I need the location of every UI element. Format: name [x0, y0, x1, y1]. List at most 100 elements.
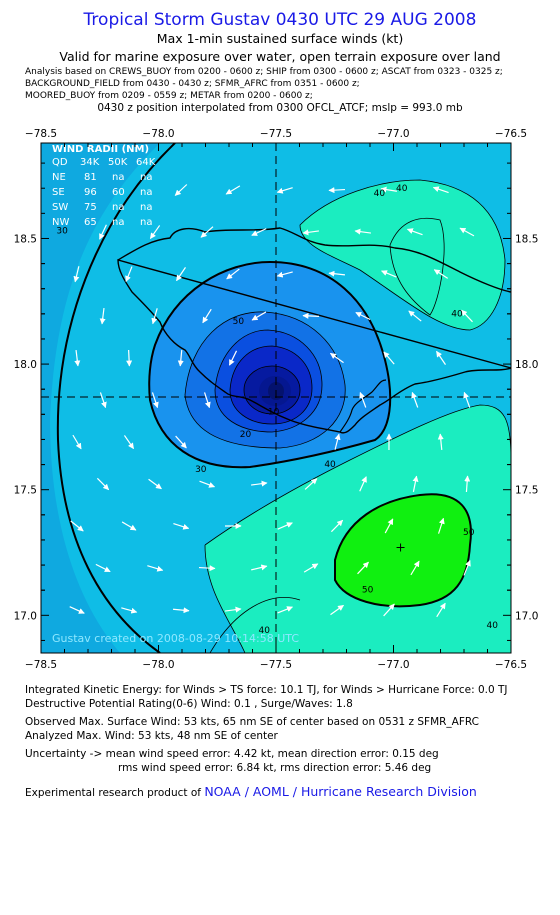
wind-vector-arrow: [411, 391, 419, 408]
wind-vector-arrow: [228, 350, 238, 366]
x-tick-label-bottom: −76.5: [495, 659, 527, 671]
wind-radii-cell: na: [140, 187, 152, 198]
wind-vector-arrow: [302, 229, 320, 236]
wind-vector-arrow: [437, 517, 445, 534]
wind-vector-arrow: [380, 186, 397, 193]
wind-vector-arrow: [276, 271, 293, 278]
wind-radii-cell: SE: [52, 187, 65, 198]
contour-line-20kt: [184, 311, 346, 449]
wind-vector-arrow: [359, 391, 367, 408]
wind-vector-arrow: [459, 227, 475, 237]
y-tick-label-right: 17.0: [515, 610, 538, 622]
x-tick-label-bottom: −78.0: [142, 659, 174, 671]
wind-vector-arrow: [433, 269, 449, 279]
wind-vector-arrow: [464, 475, 471, 493]
wind-vector-arrow: [334, 433, 341, 450]
wind-vector-arrow: [436, 350, 446, 365]
chart-subtitle-winds: Max 1-min sustained surface winds (kt): [156, 31, 404, 46]
wind-vector-arrow: [463, 391, 471, 408]
wind-vector-arrow: [172, 607, 190, 614]
contour-line-5kt: [243, 365, 301, 415]
chart-title: Tropical Storm Gustav 0430 UTC 29 AUG 20…: [83, 10, 477, 30]
wind-radii-cell: na: [140, 172, 152, 183]
axis-tick-labels: −78.5 −78.5 −78.0 −78.0 −77.5 −77.5 −77.0 −77.0…: [14, 128, 539, 671]
wind-vector-arrow: [173, 522, 190, 530]
wind-radii-cell: 75: [84, 202, 97, 213]
contour-label: 30: [56, 226, 68, 236]
wind-vector-arrow: [200, 226, 214, 238]
contour-line-30kt-outer: [56, 143, 176, 653]
wind-vector-arrow: [303, 563, 319, 573]
wind-vector-arrow: [226, 268, 240, 280]
x-tick-label-bottom: −77.0: [377, 659, 409, 671]
contour-fill-50kt: [335, 494, 471, 607]
wind-vector-arrow: [328, 270, 346, 277]
wind-vector-arrow: [177, 349, 184, 367]
wind-vector-arrow: [175, 435, 187, 449]
analysis-line-1: Analysis based on CREWS_BUOY from 0200 -…: [25, 67, 503, 77]
wind-vector-arrow: [176, 267, 186, 282]
wind-vector-arrow: [250, 480, 268, 487]
wind-vector-arrow: [359, 476, 367, 492]
contour-labels: 30 40 40 40 40 40 50 50 50 30 20 10: [56, 189, 498, 636]
wind-radii-cell: SW: [52, 202, 68, 213]
wind-vector-arrow: [202, 308, 212, 324]
y-tick-label-left: 18.5: [14, 233, 37, 245]
destructive-potential-line: Destructive Potential Rating(0-6) Wind: …: [25, 698, 353, 710]
wind-vector-arrow: [461, 309, 473, 323]
contour-fill-40kt-northeast: [300, 180, 505, 330]
wind-vector-arrow: [69, 606, 85, 614]
y-tick-label-right: 18.5: [515, 233, 538, 245]
wind-radii-legend: WIND RADII (NM) QD 34K 50K 64K NE 81 na na SE 96 6…: [52, 144, 156, 228]
contour-fill-low-west: [41, 143, 160, 653]
contour-line-50kt: [334, 493, 472, 608]
contour-label: 20: [240, 430, 252, 440]
wind-vector-arrow: [123, 435, 135, 450]
wind-radii-cell: NE: [52, 172, 66, 183]
contour-label: 40: [259, 626, 271, 636]
wind-radii-header-cell: 64K: [136, 157, 156, 168]
wind-vector-arrow: [383, 603, 395, 617]
x-tick-label-top: −78.0: [142, 128, 174, 140]
analyzed-max-wind-line: Analyzed Max. Wind: 53 kts, 48 nm SE of …: [25, 730, 278, 742]
wind-vector-arrow: [224, 606, 242, 613]
y-tick-label-left: 17.5: [14, 485, 37, 497]
wind-vector-arrow: [121, 607, 138, 614]
y-tick-label-left: 17.0: [14, 610, 37, 622]
wind-vector-arrow: [251, 228, 267, 236]
chart-subtitle-exposure: Valid for marine exposure over water, op…: [59, 49, 501, 64]
wind-vector-arrow: [277, 606, 293, 614]
wind-vector-arrow: [412, 475, 419, 492]
wind-radii-cell: 81: [84, 172, 97, 183]
wind-vector-arrow: [72, 434, 82, 450]
ike-line: Integrated Kinetic Energy: for Winds > T…: [25, 684, 508, 696]
wind-vector-arrow: [277, 522, 293, 530]
wind-vectors: [69, 184, 475, 618]
axis-ticks: [40, 143, 512, 653]
contour-line-40kt-southwest: [209, 597, 301, 653]
contour-label: 50: [463, 528, 475, 538]
wind-vector-arrow: [330, 604, 344, 616]
contour-line-15kt: [214, 329, 323, 433]
wind-radii-cell: na: [112, 172, 124, 183]
contour-label: 30: [195, 465, 207, 475]
wind-vector-arrow: [437, 433, 444, 451]
svg-text:40: 40: [396, 184, 408, 194]
wind-radii-cell: na: [140, 217, 152, 228]
x-tick-label-bottom: −78.5: [25, 659, 57, 671]
wind-vector-arrow: [149, 225, 161, 240]
x-tick-label-top: −77.5: [260, 128, 292, 140]
wind-vector-arrow: [70, 520, 84, 532]
credit-org-link[interactable]: NOAA / AOML / Hurricane Research Divisio…: [204, 784, 477, 799]
contour-line-40kt-northeast: [299, 179, 506, 331]
wind-vector-arrow: [151, 392, 159, 409]
contour-label: 50: [362, 586, 374, 596]
credit-prefix: Experimental research product of: [25, 787, 201, 799]
wind-radii-cell: na: [140, 202, 152, 213]
jamaica-coastline: [117, 227, 511, 434]
watermark: Gustav created on 2008-08-29 10:14:58 UT…: [52, 632, 299, 645]
wind-vector-arrow: [251, 311, 267, 321]
wind-vector-arrow: [432, 186, 449, 194]
wind-vector-arrow: [410, 560, 420, 576]
wind-vector-arrow: [151, 308, 158, 325]
